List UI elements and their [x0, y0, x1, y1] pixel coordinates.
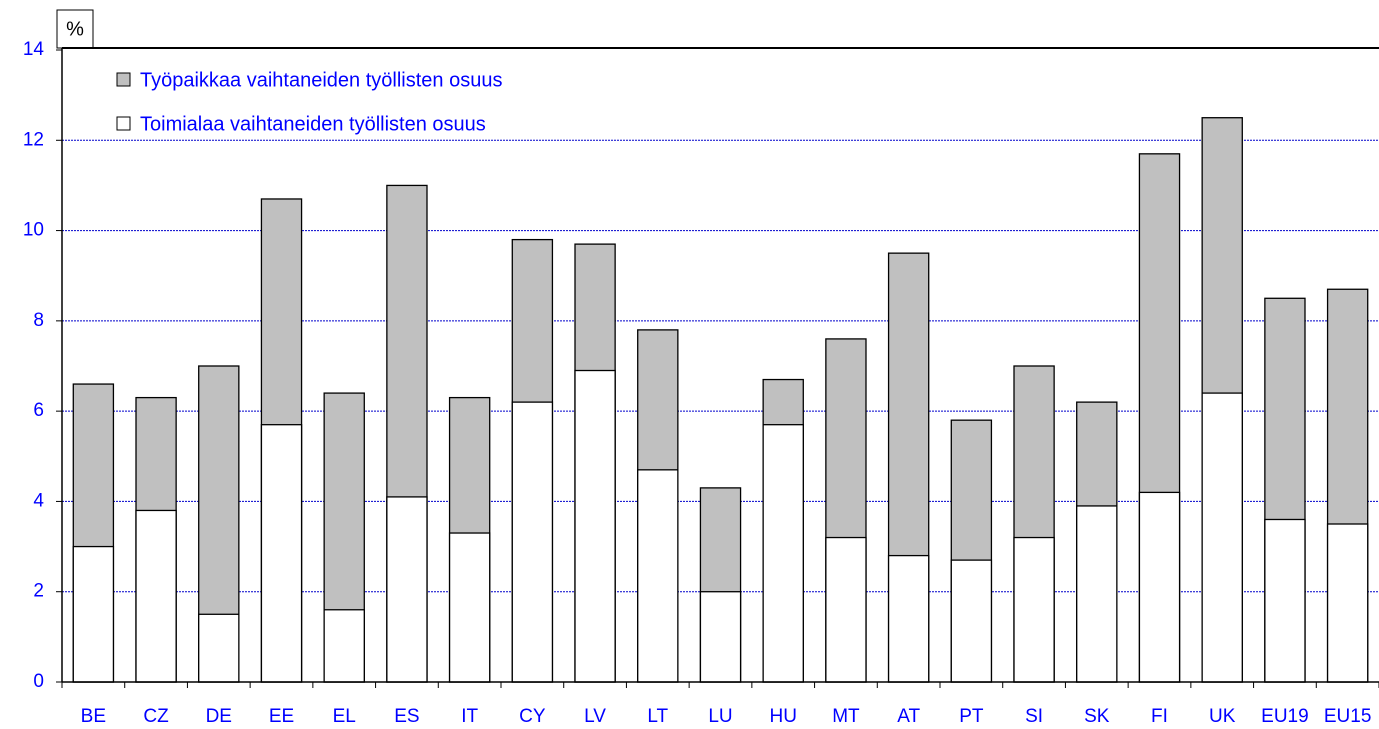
x-tick-label: IT	[461, 706, 478, 727]
bar	[448, 532, 491, 683]
bar	[1326, 523, 1369, 683]
x-tick-label: CZ	[143, 706, 169, 727]
x-tick-label: AT	[897, 706, 920, 727]
y-tick-label: 0	[33, 671, 44, 692]
bar	[825, 536, 867, 683]
bar	[950, 559, 993, 683]
legend-label: Toimialaa vaihtaneiden työllisten osuus	[140, 113, 486, 135]
bar	[762, 424, 804, 683]
y-tick-label: 10	[23, 220, 44, 241]
x-tick-label: HU	[769, 706, 796, 727]
y-tick-label: 2	[33, 581, 44, 602]
y-tick-label: 14	[23, 39, 45, 60]
bar	[1076, 505, 1118, 683]
legend-swatch	[116, 72, 131, 87]
legend-swatch	[116, 116, 131, 131]
bar	[198, 613, 240, 683]
x-tick-label: BE	[81, 706, 106, 727]
x-tick-label: LT	[647, 706, 668, 727]
x-tick-label: LU	[708, 706, 732, 727]
legend-label: Työpaikkaa vaihtaneiden työllisten osuus	[140, 69, 502, 91]
x-tick-label: FI	[1151, 706, 1168, 727]
bar	[1201, 392, 1243, 683]
bar	[1264, 518, 1306, 683]
x-tick-label: CY	[519, 706, 546, 727]
bar	[72, 545, 115, 683]
y-tick-label: 4	[33, 490, 44, 511]
bar	[511, 401, 554, 683]
bar	[1013, 536, 1055, 683]
x-tick-label: ES	[394, 706, 419, 727]
bar	[260, 424, 303, 683]
x-tick-label: EL	[333, 706, 356, 727]
bar	[699, 591, 742, 683]
x-tick-label: PT	[959, 706, 984, 727]
y-tick-label: 12	[23, 129, 44, 150]
bar	[574, 369, 616, 683]
x-tick-label: SK	[1084, 706, 1110, 727]
bar	[386, 496, 428, 683]
bar	[887, 554, 930, 683]
x-tick-label: MT	[832, 706, 860, 727]
x-tick-label: EE	[269, 706, 294, 727]
bar	[1138, 491, 1181, 683]
bar	[135, 509, 177, 683]
x-tick-label: UK	[1209, 706, 1236, 727]
y-label-box	[56, 9, 94, 49]
x-tick-label: EU15	[1324, 706, 1372, 727]
y-label: %	[66, 18, 84, 40]
y-tick-label: 6	[33, 400, 44, 421]
y-tick-label: 8	[33, 310, 44, 331]
bar	[323, 609, 365, 683]
x-tick-label: DE	[206, 706, 232, 727]
bar	[637, 469, 679, 683]
x-tick-label: SI	[1025, 706, 1043, 727]
x-tick-label: LV	[584, 706, 606, 727]
x-tick-label: EU19	[1261, 706, 1309, 727]
